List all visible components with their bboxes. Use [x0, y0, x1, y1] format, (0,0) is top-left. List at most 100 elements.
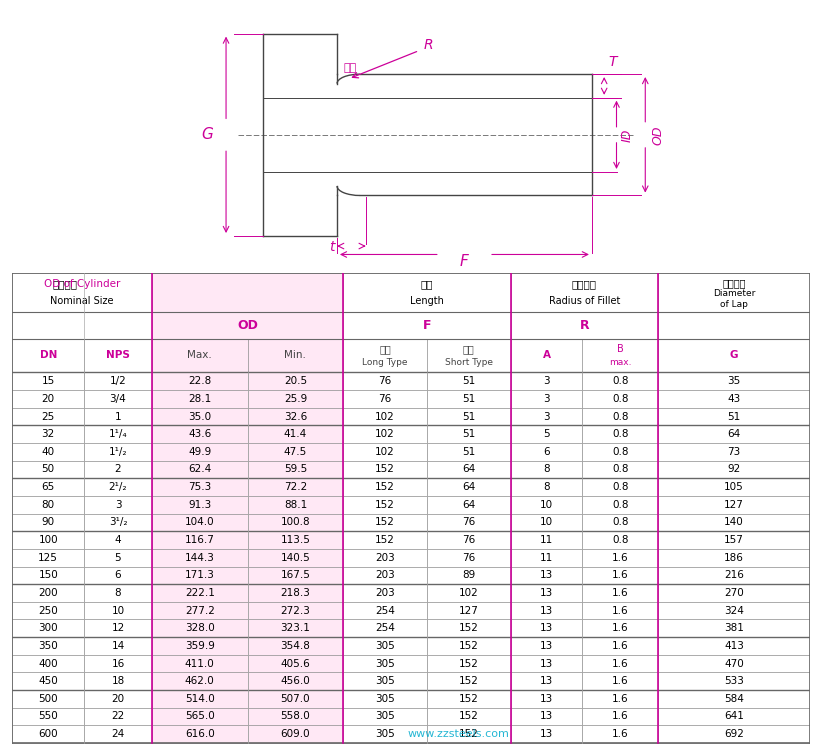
Text: 277.2: 277.2 [185, 606, 215, 616]
Bar [12, 372, 84, 390]
Text: 76: 76 [378, 394, 392, 404]
Text: 152: 152 [459, 641, 478, 651]
Bar [247, 390, 344, 407]
Bar [344, 584, 427, 601]
Bar [84, 708, 152, 725]
Text: 152: 152 [459, 712, 478, 721]
Bar [658, 273, 810, 312]
Text: 76: 76 [462, 535, 475, 545]
Text: 20: 20 [112, 694, 125, 704]
Text: 51: 51 [462, 447, 475, 457]
Text: 短型: 短型 [463, 345, 474, 354]
Text: 13: 13 [540, 712, 553, 721]
Bar [152, 443, 247, 461]
Text: 1.6: 1.6 [612, 641, 629, 651]
Text: 0.8: 0.8 [612, 518, 629, 527]
Text: 0.8: 0.8 [612, 429, 629, 439]
Text: 550: 550 [39, 712, 58, 721]
Bar [84, 390, 152, 407]
Bar [152, 708, 247, 725]
Bar [247, 673, 344, 690]
Text: 616.0: 616.0 [185, 729, 215, 739]
Text: A: A [543, 351, 551, 360]
Text: 51: 51 [462, 394, 475, 404]
Bar [344, 425, 427, 443]
Text: 13: 13 [540, 588, 553, 598]
Bar [84, 407, 152, 425]
Bar [84, 673, 152, 690]
Text: 43.6: 43.6 [188, 429, 211, 439]
Text: 32.6: 32.6 [284, 411, 307, 422]
Bar [658, 407, 810, 425]
Text: 2: 2 [114, 464, 122, 475]
Bar [12, 619, 84, 637]
Bar [84, 425, 152, 443]
Text: 0.8: 0.8 [612, 394, 629, 404]
Text: 203: 203 [375, 588, 395, 598]
Text: 13: 13 [540, 606, 553, 616]
Bar [583, 461, 658, 479]
Bar [12, 312, 152, 339]
Text: 35: 35 [727, 376, 741, 386]
Text: 1¹/₂: 1¹/₂ [109, 447, 127, 457]
Bar [84, 514, 152, 531]
Bar [427, 461, 510, 479]
Bar [344, 479, 427, 496]
Bar [583, 425, 658, 443]
Text: 49.9: 49.9 [188, 447, 211, 457]
Bar [344, 566, 427, 584]
Text: 51: 51 [462, 411, 475, 422]
Text: 公称尺寸: 公称尺寸 [53, 279, 77, 289]
Bar [152, 496, 247, 514]
Text: 0.8: 0.8 [612, 482, 629, 492]
Bar [12, 531, 84, 549]
Text: 73: 73 [727, 447, 741, 457]
Text: 5: 5 [114, 553, 122, 562]
Bar [658, 312, 810, 339]
Text: 171.3: 171.3 [185, 570, 215, 580]
Text: 13: 13 [540, 623, 553, 633]
Text: 13: 13 [540, 729, 553, 739]
Text: 641: 641 [724, 712, 744, 721]
Bar [510, 514, 583, 531]
Text: 直角: 直角 [344, 63, 357, 73]
Bar [152, 461, 247, 479]
Text: 32: 32 [42, 429, 55, 439]
Bar [152, 655, 247, 673]
Text: 359.9: 359.9 [185, 641, 215, 651]
Bar [427, 390, 510, 407]
Bar [84, 372, 152, 390]
Bar [344, 673, 427, 690]
Bar [152, 479, 247, 496]
Bar [247, 461, 344, 479]
Text: www.zzsteels.com: www.zzsteels.com [408, 729, 510, 739]
Text: 250: 250 [39, 606, 58, 616]
Text: 25: 25 [42, 411, 55, 422]
Text: 400: 400 [39, 658, 58, 669]
Bar [658, 619, 810, 637]
Text: 186: 186 [724, 553, 744, 562]
Bar [247, 655, 344, 673]
Bar [583, 655, 658, 673]
Text: G: G [730, 351, 738, 360]
Text: 13: 13 [540, 694, 553, 704]
Bar [658, 339, 810, 372]
Text: 4: 4 [114, 535, 122, 545]
Bar [658, 601, 810, 619]
Bar [427, 496, 510, 514]
Bar [247, 514, 344, 531]
Bar [84, 725, 152, 743]
Bar [658, 655, 810, 673]
Text: 127: 127 [724, 500, 744, 510]
Bar [583, 443, 658, 461]
Text: 3: 3 [543, 376, 550, 386]
Text: 381: 381 [724, 623, 744, 633]
Text: 1.6: 1.6 [612, 658, 629, 669]
Bar [658, 584, 810, 601]
Bar [658, 514, 810, 531]
Text: DN: DN [39, 351, 57, 360]
Text: 152: 152 [375, 482, 395, 492]
Bar [152, 673, 247, 690]
Bar [583, 390, 658, 407]
Text: 13: 13 [540, 641, 553, 651]
